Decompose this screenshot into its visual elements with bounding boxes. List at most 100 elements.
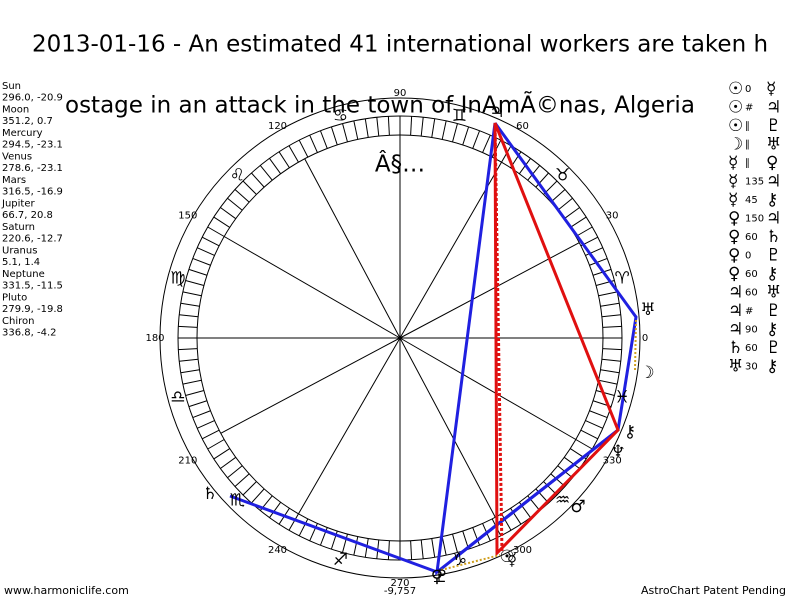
aspect-type: 0	[745, 84, 751, 95]
ring-tick	[201, 429, 220, 440]
title-line: ostage in an attack in the town of InAmÃ…	[65, 91, 695, 119]
planet-glyph: ♅	[640, 300, 655, 320]
ring-tick	[376, 117, 380, 137]
aspect-line	[229, 494, 438, 574]
ring-tick	[227, 197, 243, 211]
aspect-planet: ☉	[728, 79, 743, 99]
planet-glyph: ☉	[499, 547, 514, 567]
planet-glyph: ⚷	[624, 422, 636, 442]
aspect-type: 60	[745, 269, 758, 280]
ring-tick	[482, 134, 491, 153]
ring-tick	[242, 180, 257, 195]
planet-coords: 5.1, 1.4	[2, 257, 40, 268]
planet-coords: 279.9, -19.8	[2, 304, 63, 315]
ring-tick	[601, 314, 621, 318]
ring-tick	[557, 197, 573, 211]
ring-tick	[182, 379, 202, 385]
aspect-type: #	[745, 306, 753, 317]
aspect-planet: ♀	[728, 264, 740, 284]
ring-tick	[600, 302, 620, 307]
aspect-line	[634, 319, 637, 371]
aspect-planet: ♃	[728, 320, 743, 340]
ring-tick	[227, 465, 243, 479]
ring-tick	[179, 358, 199, 362]
ring-tick	[431, 538, 436, 558]
zodiac-sign: ♏	[230, 491, 245, 511]
ring-tick	[501, 513, 512, 531]
degree-label: 120	[268, 121, 287, 132]
ring-tick	[213, 448, 231, 460]
ring-tick	[472, 527, 481, 546]
planet-name: Jupiter	[1, 199, 35, 210]
zodiac-sign: ♋	[333, 106, 348, 126]
planet-coords: 331.5, -11.5	[2, 281, 63, 292]
ring-tick	[353, 536, 359, 556]
degree-label: 180	[145, 333, 164, 344]
aspect-planet: ⚷	[766, 320, 778, 340]
ring-tick	[569, 216, 587, 228]
ring-tick	[269, 501, 282, 518]
ring-tick	[298, 518, 309, 537]
ring-tick	[288, 145, 299, 163]
ring-tick	[278, 151, 290, 169]
ring-tick	[387, 540, 390, 560]
zodiac-sign: ♊	[452, 106, 467, 126]
house-line	[399, 337, 577, 440]
ring-tick	[196, 247, 215, 256]
aspect-type: ∥	[745, 121, 750, 132]
ring-tick	[288, 513, 299, 531]
degree-label: 240	[268, 545, 287, 556]
ring-tick	[188, 268, 208, 276]
aspect-type: 0	[745, 251, 751, 262]
aspect-type: 135	[745, 177, 764, 188]
ring-tick	[410, 116, 413, 136]
aspect-planet: ☿	[766, 79, 776, 99]
ring-tick	[589, 410, 608, 419]
aspect-planet: ♃	[766, 209, 781, 229]
degree-label: 330	[603, 456, 622, 467]
ring-tick	[196, 420, 215, 429]
planet-name: Mercury	[2, 128, 43, 139]
ring-tick	[602, 348, 622, 351]
ring-tick	[601, 358, 621, 362]
aspect-planet: ♀	[766, 153, 778, 173]
planet-glyph: ☿	[507, 550, 517, 570]
degree-label: 30	[606, 211, 619, 222]
title-line: 2013-01-16 - An estimated 41 internation…	[32, 32, 768, 58]
planet-name: Venus	[2, 152, 32, 163]
aspect-planet: ☽	[728, 135, 743, 155]
degree-label: 150	[178, 211, 197, 222]
aspect-planet: ♇	[766, 301, 781, 321]
aspect-planet: ♇	[766, 338, 781, 358]
bottom-value: -9,757	[384, 586, 416, 597]
aspect-line	[493, 122, 504, 554]
degree-label: 270	[390, 578, 409, 589]
degree-label: 300	[513, 545, 532, 556]
aspect-planet: ♀	[728, 209, 740, 229]
ring-tick	[178, 348, 198, 351]
ring-tick	[251, 488, 265, 504]
degree-label: 210	[178, 456, 197, 467]
ring-tick	[192, 410, 211, 419]
ring-tick	[598, 379, 618, 385]
planet-name: Moon	[2, 105, 29, 116]
zodiac-sign: ♉	[555, 165, 570, 185]
house-line	[223, 236, 401, 339]
aspect-planet: ♄	[728, 338, 743, 358]
ring-tick	[452, 533, 458, 553]
ring-tick	[420, 117, 424, 137]
ring-tick	[353, 120, 359, 140]
house-line	[399, 161, 502, 339]
planet-glyph: ♆	[610, 442, 625, 462]
aspect-planet: ⚷	[766, 264, 778, 284]
aspect-line	[456, 428, 619, 558]
ring-tick	[180, 302, 200, 307]
ring-tick	[441, 536, 447, 556]
planet-name: Uranus	[2, 246, 37, 257]
ring-tick	[213, 216, 231, 228]
aspect-line	[493, 122, 620, 557]
ring-tick	[387, 116, 390, 136]
title-line: Â§…	[375, 150, 425, 178]
ring-tick	[179, 314, 199, 318]
ring-tick	[550, 189, 566, 203]
